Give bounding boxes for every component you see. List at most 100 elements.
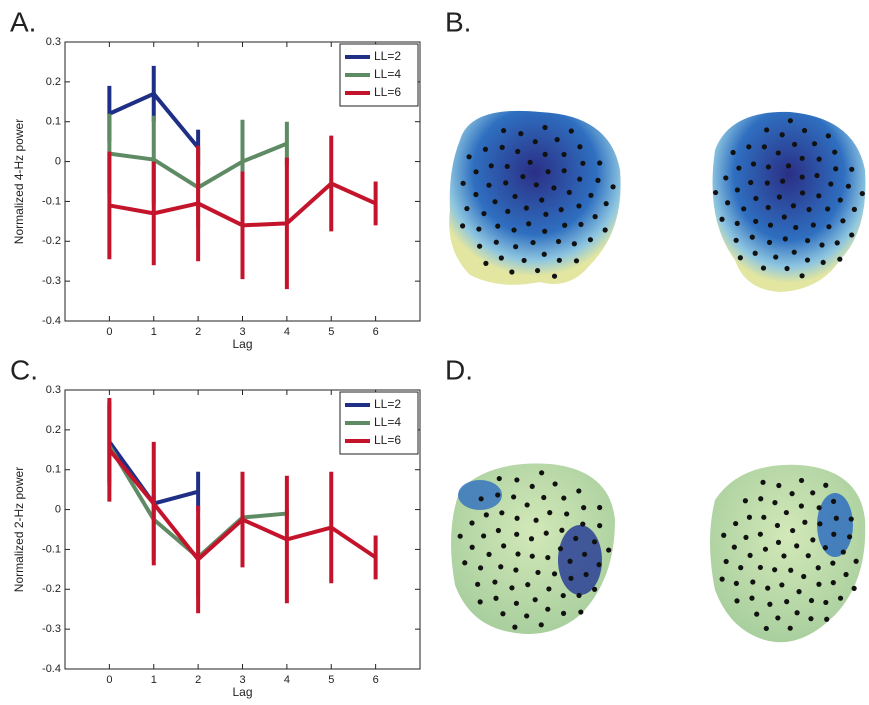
- x-tick-label: 0: [106, 326, 112, 338]
- y-tick-label: 0: [55, 155, 61, 167]
- electrode: [518, 131, 524, 137]
- electrode: [542, 124, 548, 131]
- electrode: [568, 128, 574, 134]
- head: [449, 110, 621, 285]
- electrode: [529, 553, 535, 559]
- series-line: [109, 181, 377, 228]
- electrode: [784, 265, 790, 272]
- series-line: [108, 91, 200, 149]
- electrode: [712, 189, 719, 196]
- x-tick-label: 2: [195, 326, 201, 338]
- electrode: [495, 223, 501, 229]
- electrode: [462, 560, 468, 566]
- electrode: [555, 238, 562, 245]
- electrode: [511, 494, 517, 500]
- electrode: [583, 571, 589, 578]
- electrode: [808, 597, 815, 604]
- electrode: [840, 549, 846, 555]
- electrode: [513, 600, 520, 606]
- electrode: [596, 562, 602, 568]
- electrode: [840, 218, 846, 224]
- electrode: [753, 218, 759, 224]
- electrode: [524, 613, 530, 619]
- electrode: [476, 226, 482, 232]
- x-axis-label: Lag: [232, 685, 252, 699]
- electrode: [748, 179, 754, 186]
- x-tick-label: 6: [373, 326, 379, 338]
- electrode: [776, 482, 782, 489]
- electrode: [542, 151, 548, 157]
- electrode: [473, 169, 479, 175]
- y-axis-label: Normalized 2-Hz power: [12, 467, 26, 592]
- head-images: [449, 110, 866, 643]
- panel-label: A.: [10, 6, 36, 37]
- electrode: [509, 269, 515, 275]
- legend-label: LL=6: [374, 85, 401, 99]
- x-tick-label: 5: [328, 674, 334, 686]
- electrode: [513, 567, 519, 573]
- electrode: [764, 127, 770, 133]
- electrode: [515, 148, 521, 155]
- electrode: [825, 206, 831, 212]
- electrode: [560, 610, 567, 616]
- electrode: [793, 224, 799, 231]
- electrode: [560, 592, 566, 599]
- electrode: [523, 205, 529, 211]
- electrode: [752, 250, 758, 256]
- electrodes: [457, 118, 865, 632]
- electrode: [460, 223, 466, 229]
- electrode: [552, 481, 558, 487]
- y-tick-label: -0.3: [42, 275, 61, 287]
- y-tick-label: -0.1: [42, 543, 61, 555]
- electrode: [493, 595, 499, 601]
- electrode: [758, 496, 764, 502]
- electrode: [767, 601, 773, 607]
- electrode: [808, 616, 814, 622]
- electrode: [554, 137, 560, 143]
- electrode: [573, 535, 579, 542]
- electrode: [791, 141, 798, 147]
- series-line: [107, 448, 377, 562]
- electrode: [845, 183, 852, 189]
- electrode: [577, 144, 583, 150]
- electrode: [801, 573, 807, 580]
- electrode: [765, 164, 772, 170]
- electrode: [816, 156, 822, 162]
- electrode: [785, 163, 792, 169]
- electrode: [787, 118, 793, 124]
- electrode: [561, 151, 567, 158]
- x-tick-label: 4: [284, 674, 290, 686]
- electrode: [529, 483, 535, 490]
- electrode: [775, 150, 781, 156]
- electrode: [819, 242, 825, 248]
- electrode: [539, 197, 545, 203]
- y-tick-label: -0.1: [42, 195, 61, 207]
- electrode: [730, 149, 736, 156]
- electrode: [747, 552, 753, 558]
- electrode: [734, 220, 740, 227]
- electrode: [526, 221, 532, 227]
- electrode: [738, 565, 744, 571]
- electrode: [780, 178, 786, 184]
- electrode: [533, 182, 539, 188]
- electrode: [848, 516, 854, 522]
- electrode: [486, 182, 492, 188]
- electrode: [538, 622, 544, 628]
- electrode: [482, 146, 489, 152]
- legend-label: LL=4: [374, 67, 401, 81]
- electrode: [568, 575, 574, 581]
- electrode: [501, 543, 507, 549]
- electrode: [853, 558, 859, 564]
- electrode: [564, 511, 570, 517]
- electrode: [761, 514, 767, 520]
- electrode: [721, 532, 727, 538]
- electrode: [606, 547, 612, 553]
- electrode: [757, 531, 763, 537]
- electrode: [822, 545, 828, 551]
- electrode: [761, 144, 767, 150]
- electrode: [602, 227, 608, 233]
- legend-label: LL=2: [374, 397, 401, 411]
- electrode: [788, 567, 794, 573]
- electrode: [733, 520, 739, 527]
- electrode: [543, 211, 549, 217]
